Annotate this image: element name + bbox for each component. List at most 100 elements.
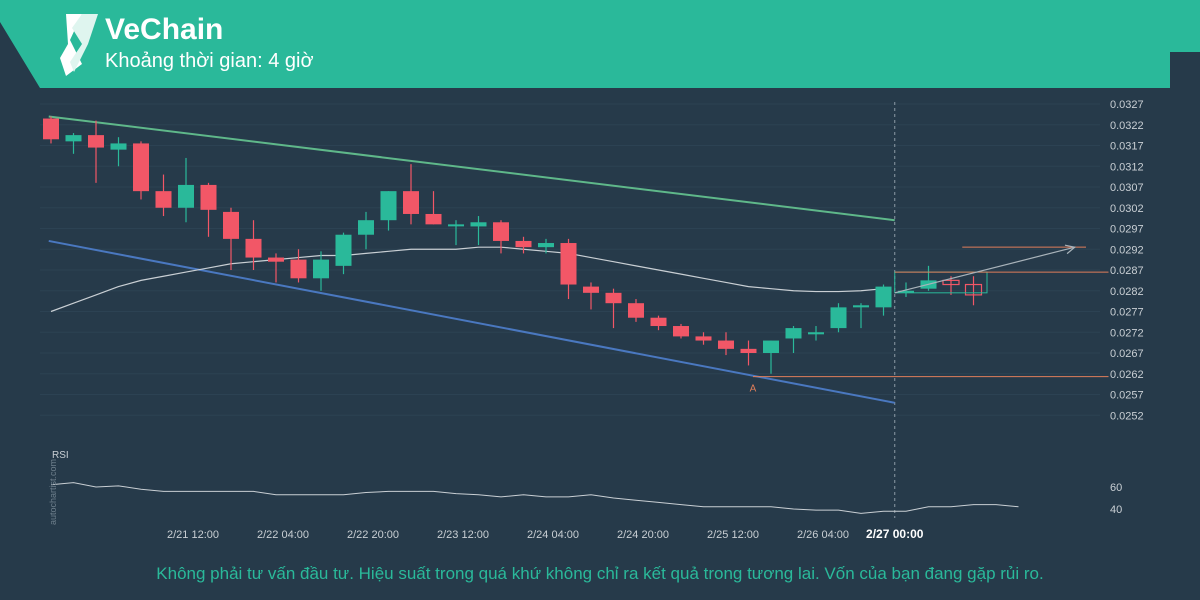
candle [695, 332, 712, 345]
candle-body [313, 259, 329, 279]
y-tick-label: 0.0322 [1110, 120, 1144, 132]
candle-body [335, 234, 352, 266]
y-tick-label: 0.0312 [1110, 161, 1144, 173]
candle-body [560, 243, 577, 285]
candle-body [245, 238, 262, 258]
chart-gridlines [40, 102, 1100, 518]
channel-lines [48, 115, 895, 404]
candle-body [65, 135, 82, 142]
vechain-logo-icon [60, 14, 98, 76]
candle [560, 238, 577, 300]
levels-layer: A [750, 244, 1109, 395]
x-tick-label: 2/24 04:00 [527, 529, 579, 541]
candle [875, 284, 892, 316]
candle-body [380, 191, 397, 221]
candle [268, 253, 284, 283]
candle-body [43, 118, 59, 140]
candle [200, 182, 217, 237]
candle-body [583, 286, 599, 293]
candle [470, 216, 487, 246]
candle [830, 303, 847, 333]
candle-body [88, 135, 104, 148]
candle [403, 164, 419, 225]
x-tick-label: 2/22 20:00 [347, 529, 399, 541]
y-tick-label: 0.0262 [1110, 369, 1144, 381]
candle-body [808, 332, 824, 335]
candle [942, 276, 960, 295]
candles-layer [43, 116, 983, 374]
candle [245, 220, 262, 270]
candle [178, 157, 194, 223]
candle [628, 299, 644, 322]
candle-body [942, 279, 960, 286]
candle-body [628, 303, 644, 318]
candle [335, 232, 352, 275]
candle [358, 211, 374, 250]
candle [673, 323, 689, 339]
timeframe-subtitle: Khoảng thời gian: 4 giờ [105, 50, 314, 72]
candle [43, 116, 59, 144]
candle [155, 174, 172, 217]
x-tick-label-current: 2/27 00:00 [866, 527, 924, 541]
x-tick-label: 2/22 04:00 [257, 529, 309, 541]
header-banner [0, 0, 1200, 88]
candle [853, 303, 869, 329]
projection-arrowhead [1064, 244, 1077, 255]
candle-body [830, 307, 847, 329]
y-tick-label: 0.0292 [1110, 244, 1144, 256]
candle [808, 326, 824, 341]
rsi-tick-label: 60 [1110, 482, 1122, 494]
price-chart: A 0.03270.03220.03170.03120.03070.03020.… [40, 99, 1144, 541]
y-tick-label: 0.0317 [1110, 141, 1144, 153]
candle-body [964, 283, 983, 296]
projection-line [894, 246, 1075, 294]
candle-body [290, 259, 307, 279]
candle-body [718, 340, 734, 349]
candle-body [155, 191, 172, 208]
rsi-line [50, 482, 1019, 514]
y-tick-label: 0.0257 [1110, 390, 1144, 402]
candle [650, 315, 667, 331]
x-axis: 2/21 12:00 2/22 04:00 2/22 20:00 2/23 12:00… [167, 527, 924, 541]
candle-body [425, 213, 442, 225]
candle-body [470, 222, 487, 227]
x-tick-label: 2/24 20:00 [617, 529, 669, 541]
candle-body [448, 224, 464, 227]
candle-body [740, 348, 757, 353]
candle [605, 288, 622, 329]
candle [223, 207, 239, 270]
candle-body [133, 143, 149, 192]
candle-body [538, 243, 554, 248]
candle-body [763, 340, 779, 353]
candle [740, 340, 757, 366]
x-tick-label: 2/26 04:00 [797, 529, 849, 541]
candle [425, 191, 442, 225]
candle-body [268, 257, 284, 262]
candle [515, 236, 532, 254]
x-tick-label: 2/23 12:00 [437, 529, 489, 541]
candle [493, 220, 509, 254]
moving-average-layer [50, 246, 884, 313]
rsi-panel: RSI 60 40 [50, 450, 1122, 516]
y-axis: 0.0327 0.0322 0.0317 0.0312 0.0307 0.0302 0.02… [1110, 99, 1144, 422]
y-tick-label: 0.0307 [1110, 182, 1144, 194]
y-tick-label: 0.0302 [1110, 203, 1144, 215]
y-tick-label: 0.0272 [1110, 327, 1144, 339]
candle-body [515, 240, 532, 248]
lower-channel-line [48, 239, 895, 404]
candle [313, 251, 329, 291]
candle [380, 191, 397, 231]
candle-body [403, 191, 419, 214]
moving-average-line [50, 246, 884, 313]
y-tick-label: 0.0327 [1110, 99, 1144, 111]
candle-body [223, 211, 239, 239]
candle [133, 141, 149, 200]
candle [290, 249, 307, 283]
candle-body [673, 326, 689, 337]
y-tick-label: 0.0282 [1110, 286, 1144, 298]
y-tick-label: 0.0297 [1110, 224, 1144, 236]
candle-body [358, 220, 374, 235]
candle-body [785, 328, 802, 339]
y-tick-label: 0.0287 [1110, 265, 1144, 277]
candle-body [605, 292, 622, 304]
